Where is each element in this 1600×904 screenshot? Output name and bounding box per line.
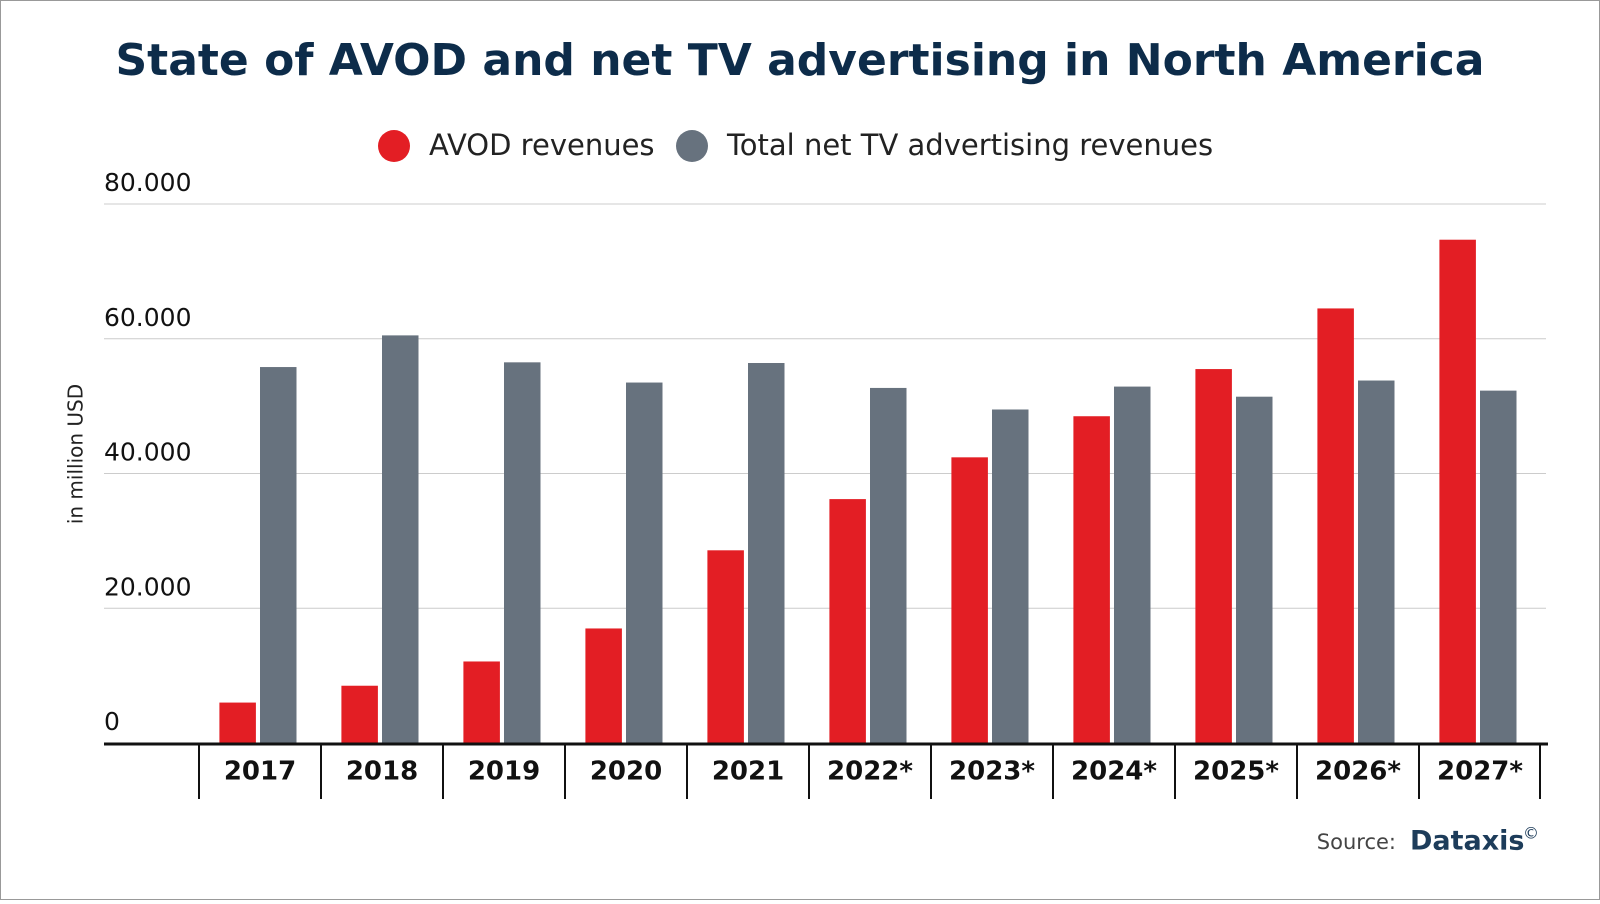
x-tick-label: 2027* xyxy=(1437,757,1523,787)
bar xyxy=(1317,308,1354,743)
source-mark: © xyxy=(1523,824,1539,843)
bar xyxy=(1195,369,1232,743)
bar xyxy=(260,367,297,743)
bar xyxy=(1358,380,1395,743)
bar xyxy=(504,362,541,743)
y-tick-label: 20.000 xyxy=(104,572,191,601)
bar xyxy=(382,335,419,743)
source-name: Dataxis xyxy=(1410,826,1525,857)
bar xyxy=(1439,239,1476,744)
x-tick-label: 2021 xyxy=(712,757,784,787)
x-tick-label: 2018 xyxy=(346,757,418,787)
bar xyxy=(626,382,663,743)
bar xyxy=(829,499,866,743)
bar xyxy=(1480,390,1517,743)
chart-title: State of AVOD and net TV advertising in … xyxy=(115,35,1484,86)
bar xyxy=(341,685,378,743)
legend-marker xyxy=(676,130,708,162)
source-label: Source: xyxy=(1317,830,1396,854)
legend-label: AVOD revenues xyxy=(429,128,655,162)
x-tick-label: 2022* xyxy=(827,757,913,787)
x-tick-label: 2019 xyxy=(468,757,540,787)
bar xyxy=(707,550,744,743)
bar xyxy=(463,661,500,743)
bar xyxy=(219,702,256,743)
bar xyxy=(951,457,988,743)
y-tick-label: 80.000 xyxy=(104,168,191,197)
x-tick-label: 2026* xyxy=(1315,757,1401,787)
bar xyxy=(870,387,907,743)
bar xyxy=(1073,416,1110,743)
bar xyxy=(585,628,622,743)
y-tick-label: 60.000 xyxy=(104,303,191,332)
x-tick-label: 2020 xyxy=(590,757,662,787)
bar xyxy=(748,363,785,743)
legend-marker xyxy=(378,130,410,162)
y-tick-label: 0 xyxy=(104,707,120,736)
legend-label: Total net TV advertising revenues xyxy=(726,128,1213,162)
x-tick-label: 2023* xyxy=(949,757,1035,787)
y-axis-title: in million USD xyxy=(64,384,88,524)
x-tick-label: 2024* xyxy=(1071,757,1157,787)
bar xyxy=(1114,386,1151,743)
x-tick-label: 2017 xyxy=(224,757,296,787)
y-tick-label: 40.000 xyxy=(104,438,191,467)
bar xyxy=(992,409,1029,743)
x-tick-label: 2025* xyxy=(1193,757,1279,787)
bar xyxy=(1236,396,1273,743)
